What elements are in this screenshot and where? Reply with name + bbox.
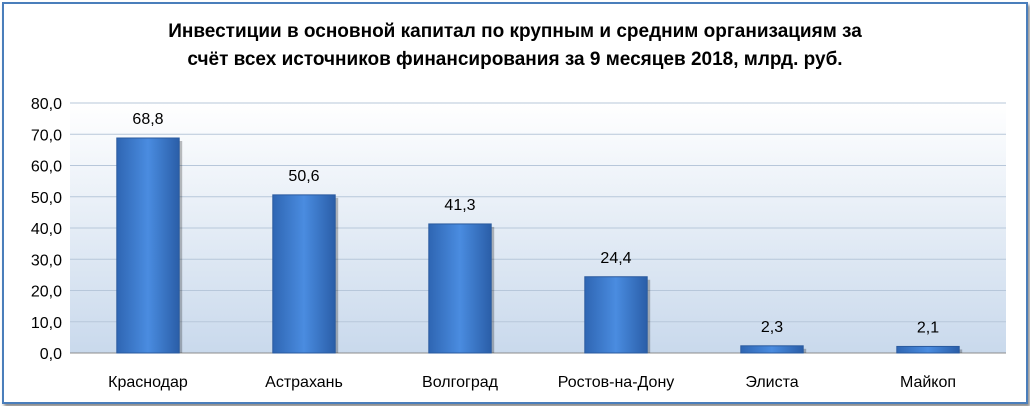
bar — [116, 137, 180, 354]
chart-title-line-2: счёт всех источников финансирования за 9… — [187, 49, 843, 70]
x-tick-label: Астрахань — [265, 374, 343, 391]
data-label: 24,4 — [600, 250, 631, 267]
data-label: 68,8 — [132, 111, 163, 128]
y-tick-label: 40,0 — [31, 221, 62, 238]
y-tick-label: 0,0 — [40, 346, 62, 363]
data-label: 50,6 — [288, 168, 319, 185]
x-tick-label: Элиста — [745, 374, 798, 391]
data-label: 2,1 — [917, 319, 939, 336]
bar — [740, 345, 804, 354]
x-tick-label: Майкоп — [900, 374, 956, 391]
bar — [428, 223, 492, 354]
y-tick-label: 10,0 — [31, 315, 62, 332]
y-tick-label: 30,0 — [31, 252, 62, 269]
y-tick-label: 50,0 — [31, 190, 62, 207]
x-tick-label: Волгоград — [422, 374, 499, 391]
y-tick-label: 20,0 — [31, 284, 62, 301]
bar — [584, 276, 648, 354]
y-tick-label: 80,0 — [31, 96, 62, 113]
x-tick-label: Ростов-на-Дону — [558, 374, 675, 391]
chart-title: Инвестиции в основной капитал по крупным… — [0, 18, 1030, 74]
y-tick-label: 70,0 — [31, 127, 62, 144]
bar — [272, 194, 336, 354]
chart-title-line-1: Инвестиции в основной капитал по крупным… — [168, 21, 862, 42]
data-label: 2,3 — [761, 319, 783, 336]
y-tick-label: 60,0 — [31, 159, 62, 176]
data-label: 41,3 — [444, 197, 475, 214]
bar — [896, 345, 960, 354]
x-tick-label: Краснодар — [108, 374, 188, 391]
